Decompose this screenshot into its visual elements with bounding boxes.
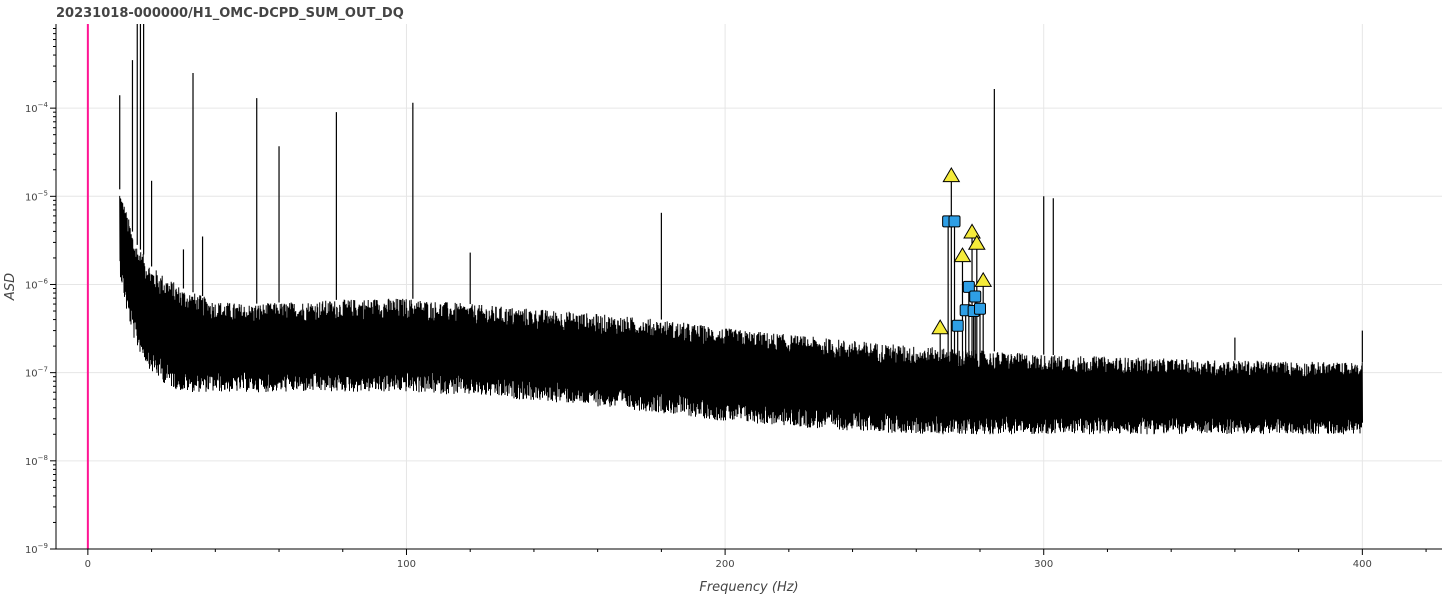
triangle-marker[interactable] [931, 319, 950, 335]
spectrum-series [86, 24, 1363, 549]
square-marker[interactable] [969, 290, 982, 303]
triangle-marker[interactable] [974, 271, 993, 287]
triangle-marker[interactable] [942, 167, 961, 183]
y-tick-label: 10−4 [25, 101, 49, 115]
plot-area[interactable] [56, 24, 1442, 550]
triangle-marker[interactable] [953, 247, 972, 263]
x-tick-label: 300 [1034, 559, 1053, 570]
x-tick-label: 400 [1353, 559, 1372, 570]
square-marker[interactable] [951, 319, 964, 332]
x-tick-label: 0 [85, 559, 91, 570]
y-tick-label: 10−6 [25, 277, 49, 291]
x-tick-label: 100 [397, 559, 416, 570]
y-tick-label: 10−7 [25, 366, 48, 380]
axes: 0 100 200 300 400 10−9 10−8 10−7 10−6 10−5 10−4 [25, 24, 1442, 570]
square-marker[interactable] [948, 215, 961, 228]
chart-title: 20231018-000000/H1_OMC-DCPD_SUM_OUT_DQ [56, 6, 404, 21]
y-tick-label: 10−9 [25, 542, 48, 556]
square-marker[interactable] [974, 302, 986, 315]
spectrum-noise-trace [119, 195, 1363, 435]
y-tick-label: 10−8 [25, 454, 48, 468]
marker-layer [931, 167, 993, 366]
x-axis-label: Frequency (Hz) [699, 580, 798, 595]
square-marker[interactable] [962, 280, 975, 293]
y-axis-label: ASD [3, 273, 18, 301]
triangle-marker[interactable] [967, 234, 986, 250]
triangle-marker[interactable] [963, 223, 981, 239]
x-tick-label: 200 [716, 559, 735, 570]
y-tick-label: 10−5 [25, 189, 48, 203]
